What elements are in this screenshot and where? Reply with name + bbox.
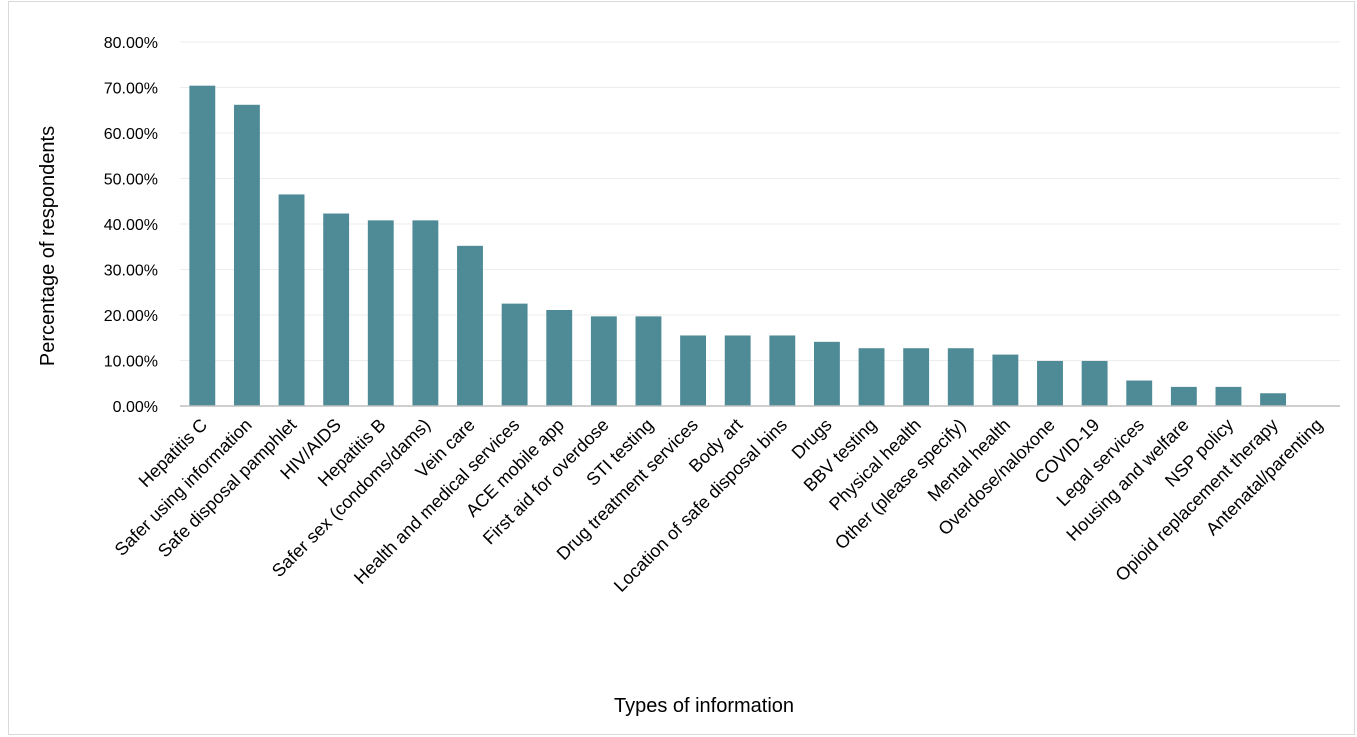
y-tick-label: 40.00% xyxy=(104,217,158,234)
bar xyxy=(546,309,573,406)
bar xyxy=(903,348,930,406)
x-axis-title: Types of information xyxy=(614,695,794,717)
y-tick-label: 10.00% xyxy=(104,354,158,371)
bar xyxy=(680,335,707,406)
bar xyxy=(1260,393,1287,406)
y-tick-label: 80.00% xyxy=(104,35,158,52)
bar xyxy=(501,303,528,406)
y-axis-title: Percentage of respondents xyxy=(37,126,59,366)
y-tick-label: 20.00% xyxy=(104,308,158,325)
y-tick-label: 0.00% xyxy=(113,399,158,416)
bar xyxy=(858,348,885,406)
gridlines xyxy=(180,41,1340,361)
bar xyxy=(457,245,483,406)
y-tick-labels: 0.00% 10.00% 20.00% 30.00% 40.00% 50.00% 60.00… xyxy=(104,35,158,416)
bar xyxy=(189,85,216,407)
y-tick-label: 60.00% xyxy=(104,126,158,143)
bar xyxy=(1215,386,1242,406)
bar xyxy=(323,213,350,406)
bar xyxy=(635,316,662,406)
y-tick-label: 50.00% xyxy=(104,172,158,189)
bar xyxy=(769,335,796,406)
bar xyxy=(724,335,751,406)
bar xyxy=(992,354,1019,406)
bar xyxy=(233,104,260,406)
bar xyxy=(412,220,439,406)
bar xyxy=(1081,360,1108,406)
bar xyxy=(367,220,394,406)
bar xyxy=(590,316,617,406)
bar xyxy=(1170,386,1197,406)
bar xyxy=(947,348,974,406)
bar xyxy=(1126,380,1153,406)
bar xyxy=(278,194,305,406)
bar xyxy=(1037,360,1063,406)
bars xyxy=(189,85,1287,407)
y-tick-label: 70.00% xyxy=(104,81,158,98)
y-tick-label: 30.00% xyxy=(104,263,158,280)
chart-frame xyxy=(8,1,1355,735)
bar xyxy=(813,341,840,406)
